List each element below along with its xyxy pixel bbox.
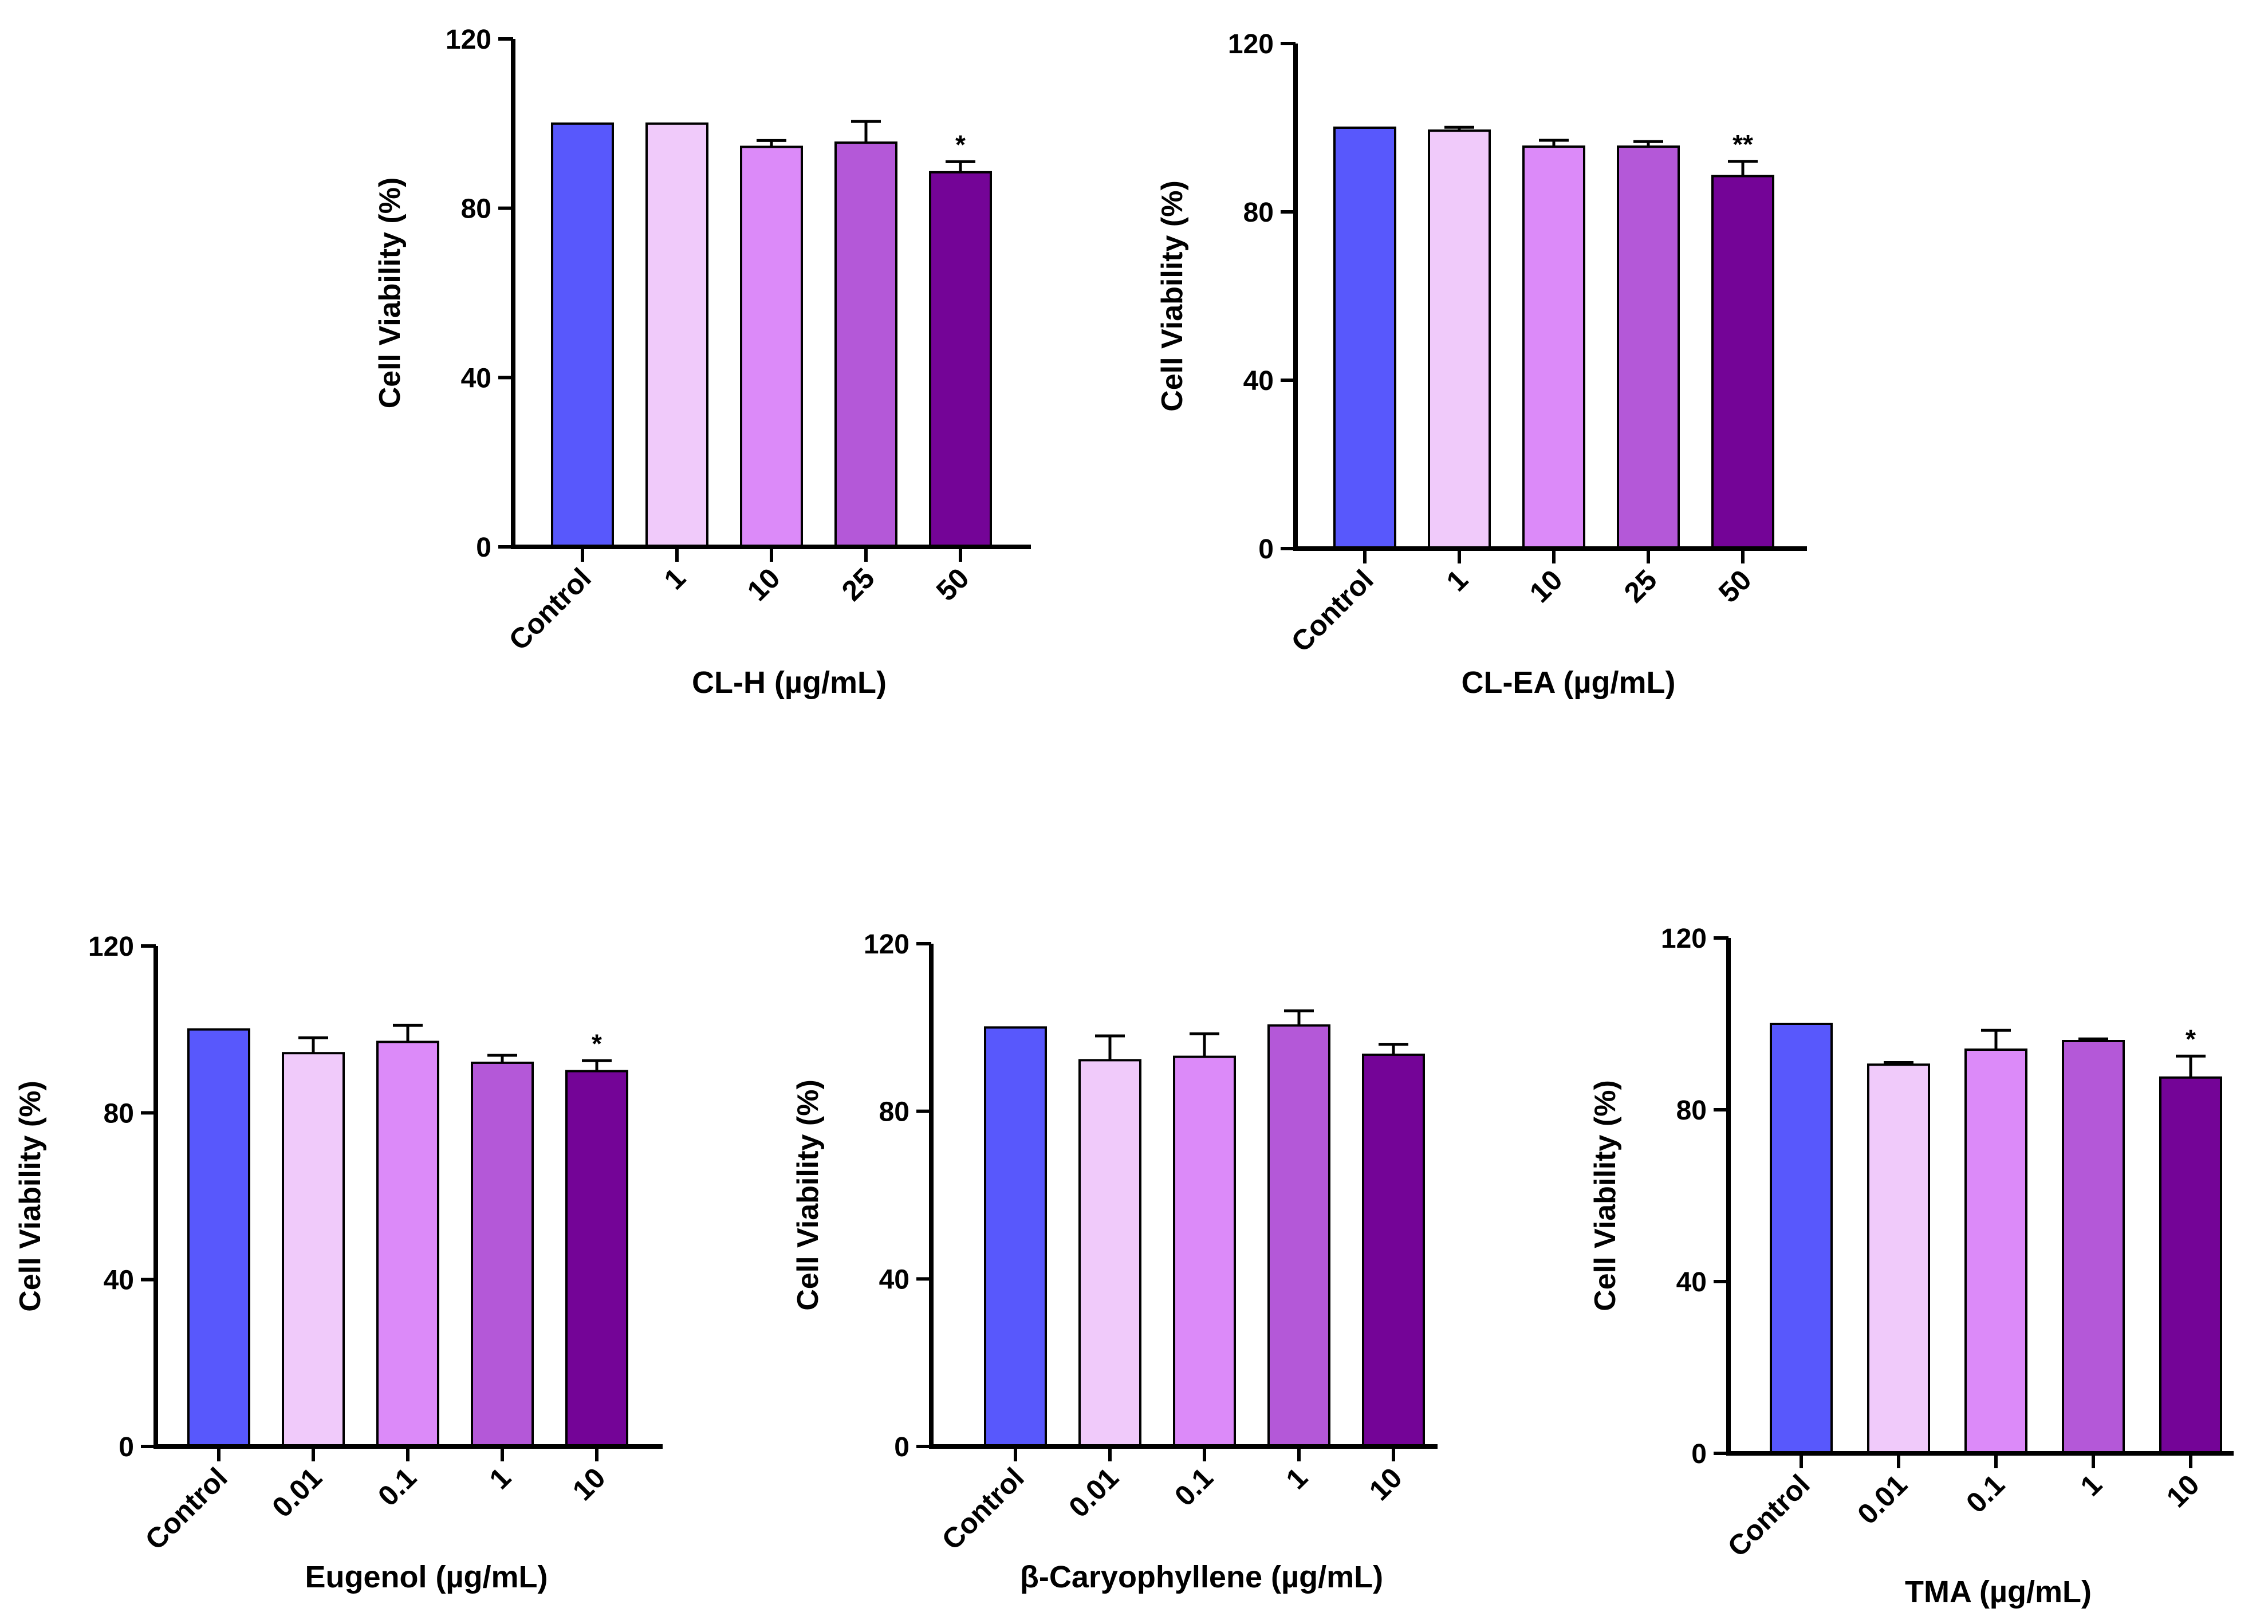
bar-Control: [1770, 1023, 1833, 1454]
y-tick-label: 80: [879, 1097, 909, 1128]
y-tick-label: 0: [894, 1432, 909, 1463]
bar-50: [1711, 175, 1774, 550]
y-axis-title: Cell Viability (%): [792, 1079, 825, 1311]
bar-1: [471, 1061, 534, 1448]
y-tick-label: 40: [104, 1266, 134, 1296]
bar-50: [929, 171, 992, 548]
y-tick-label: 80: [104, 1098, 134, 1129]
bar-10: [2159, 1076, 2222, 1454]
y-tick-label: 80: [1243, 198, 1274, 228]
y-tick-label: 0: [1691, 1439, 1707, 1469]
significance-marker: *: [2186, 1024, 2196, 1054]
bar-Control: [551, 122, 614, 549]
y-tick-label: 40: [1243, 366, 1274, 396]
bar-10: [740, 145, 803, 548]
bar-0.1: [1173, 1055, 1236, 1448]
y-tick-label: 40: [879, 1264, 909, 1295]
x-axis-title: β-Caryophyllene (µg/mL): [1020, 1560, 1383, 1594]
bar-10: [565, 1070, 628, 1448]
y-tick-label: 120: [446, 25, 491, 55]
y-tick-label: 120: [864, 929, 909, 960]
bar-0.01: [1867, 1063, 1930, 1454]
y-tick-label: 0: [119, 1432, 134, 1463]
bar-0.1: [1964, 1048, 2027, 1454]
y-tick-label: 40: [461, 363, 491, 393]
bar-Control: [187, 1028, 250, 1448]
bar-1: [645, 122, 708, 549]
y-tick-label: 120: [1228, 29, 1274, 60]
bar-0.1: [376, 1040, 439, 1448]
y-tick-label: 120: [88, 932, 134, 962]
x-axis-title: TMA (µg/mL): [1905, 1575, 2092, 1609]
y-axis-title: Cell Viability (%): [1589, 1080, 1622, 1311]
x-axis-title: CL-EA (µg/mL): [1461, 665, 1675, 700]
y-tick-label: 0: [1258, 534, 1274, 565]
bar-25: [834, 141, 897, 549]
bar-Control: [984, 1026, 1047, 1448]
x-axis-title: Eugenol (µg/mL): [305, 1560, 548, 1594]
bar-25: [1617, 145, 1680, 550]
bar-1: [2062, 1040, 2125, 1454]
bar-1: [1267, 1024, 1330, 1448]
bar-10: [1522, 145, 1585, 550]
y-tick-label: 80: [461, 194, 491, 224]
y-tick-label: 120: [1661, 924, 1707, 954]
y-axis-title: Cell Viability (%): [1156, 180, 1189, 412]
bar-0.01: [1078, 1059, 1141, 1448]
significance-marker: *: [592, 1028, 602, 1058]
bar-1: [1428, 129, 1491, 550]
y-tick-label: 40: [1676, 1267, 1707, 1298]
significance-marker: **: [1732, 129, 1753, 159]
y-tick-label: 80: [1676, 1095, 1707, 1126]
bar-0.01: [282, 1052, 345, 1448]
y-axis-title: Cell Viability (%): [14, 1081, 47, 1312]
y-axis-title: Cell Viability (%): [373, 178, 407, 409]
y-tick-label: 0: [476, 533, 491, 563]
x-axis-title: CL-H (µg/mL): [692, 665, 887, 700]
bar-10: [1362, 1053, 1425, 1448]
significance-marker: *: [955, 129, 966, 159]
bar-Control: [1333, 127, 1396, 550]
